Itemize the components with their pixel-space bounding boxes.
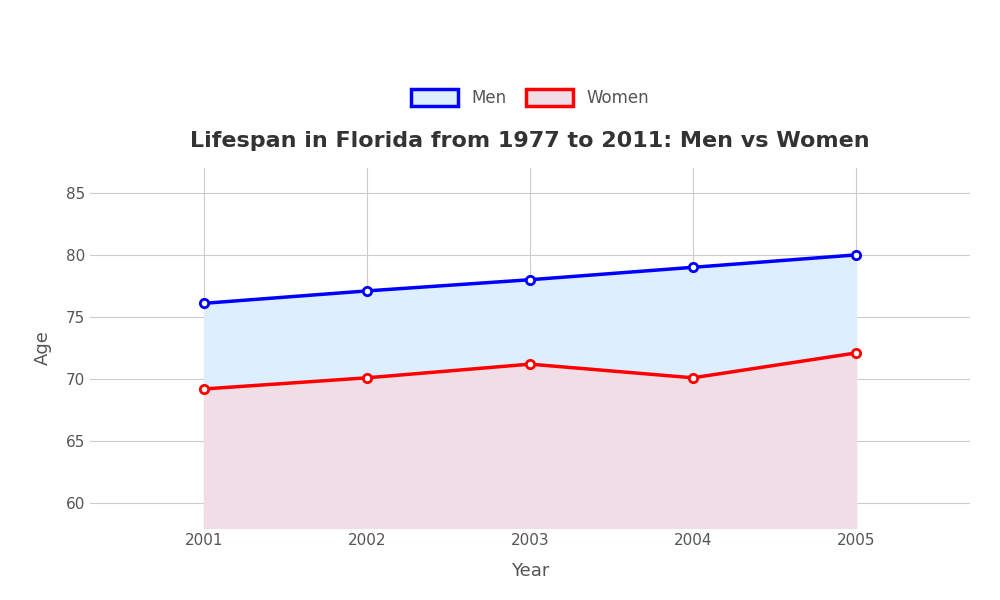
Y-axis label: Age: Age <box>34 331 52 365</box>
Legend: Men, Women: Men, Women <box>403 80 657 115</box>
X-axis label: Year: Year <box>511 562 549 580</box>
Title: Lifespan in Florida from 1977 to 2011: Men vs Women: Lifespan in Florida from 1977 to 2011: M… <box>190 131 870 151</box>
